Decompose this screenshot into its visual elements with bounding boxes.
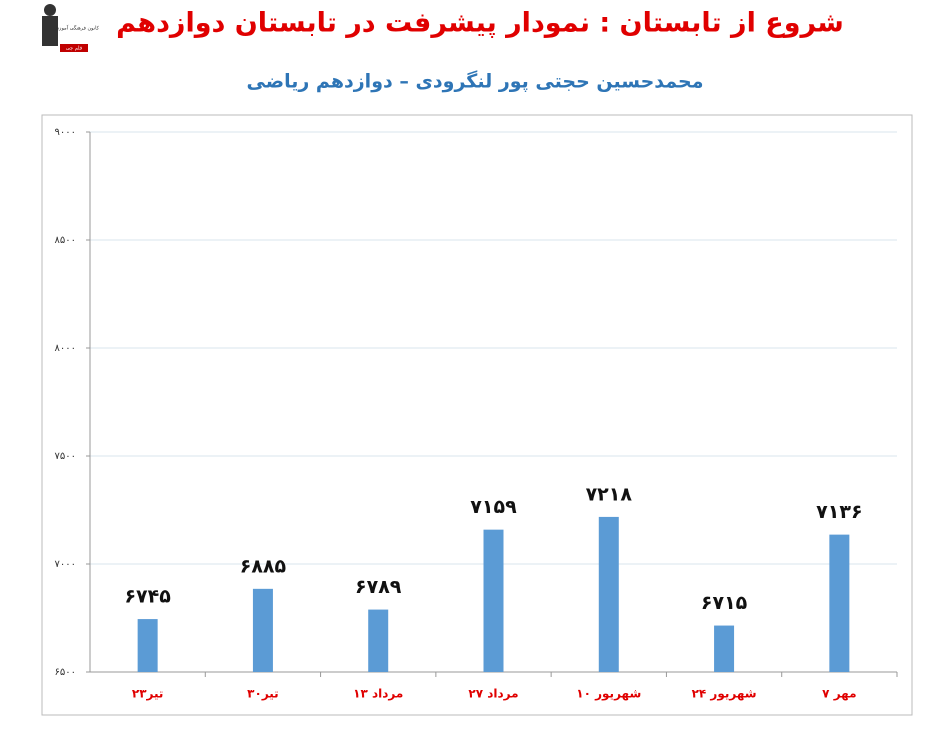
y-tick-label: ۶۵۰۰ <box>55 667 76 678</box>
x-tick-label: ۱۳ مرداد <box>353 687 403 701</box>
y-tick-label: ۷۰۰۰ <box>55 559 76 570</box>
data-label: ۷۱۵۹ <box>470 496 517 518</box>
x-tick-label: ۷ مهر <box>822 687 856 701</box>
x-tick-label: ۱۰ شهریور <box>576 687 641 702</box>
bar <box>252 588 273 672</box>
logo: قلم چی کانون فرهنگی آموزش <box>42 4 100 52</box>
x-tick-label: ۲۴ شهریور <box>692 687 757 702</box>
y-tick-label: ۸۵۰۰ <box>55 235 76 246</box>
x-tick-label: ۳۰تیر <box>247 687 279 701</box>
plot-frame <box>41 114 913 716</box>
data-label: ۷۱۳۶ <box>816 501 862 523</box>
logo-text: قلم چی <box>66 46 83 52</box>
data-label: ۷۲۱۸ <box>586 483 633 505</box>
y-tick-label: ۸۰۰۰ <box>55 343 76 354</box>
data-label: ۶۷۸۹ <box>355 576 402 598</box>
bar <box>137 619 158 672</box>
data-label: ۶۷۱۵ <box>701 592 748 614</box>
bar <box>598 516 619 672</box>
chart-subtitle: محمدحسین حجتی پور لنگرودی – دوازدهم ریاض… <box>247 70 704 93</box>
x-tick-label: ۲۳تیر <box>132 687 164 701</box>
bar <box>368 609 389 672</box>
bar <box>714 625 735 672</box>
bar <box>829 534 850 672</box>
data-label: ۶۸۸۵ <box>240 555 287 577</box>
bar <box>483 529 504 672</box>
chart-title: شروع از تابستان : نمودار پیشرفت در تابست… <box>116 8 844 39</box>
x-tick-label: ۲۷ مرداد <box>468 687 518 701</box>
y-tick-label: ۹۰۰۰ <box>55 127 76 138</box>
data-label: ۶۷۴۵ <box>124 586 171 608</box>
logo-text: کانون فرهنگی آموزش <box>53 25 100 32</box>
y-tick-label: ۷۵۰۰ <box>55 451 76 462</box>
